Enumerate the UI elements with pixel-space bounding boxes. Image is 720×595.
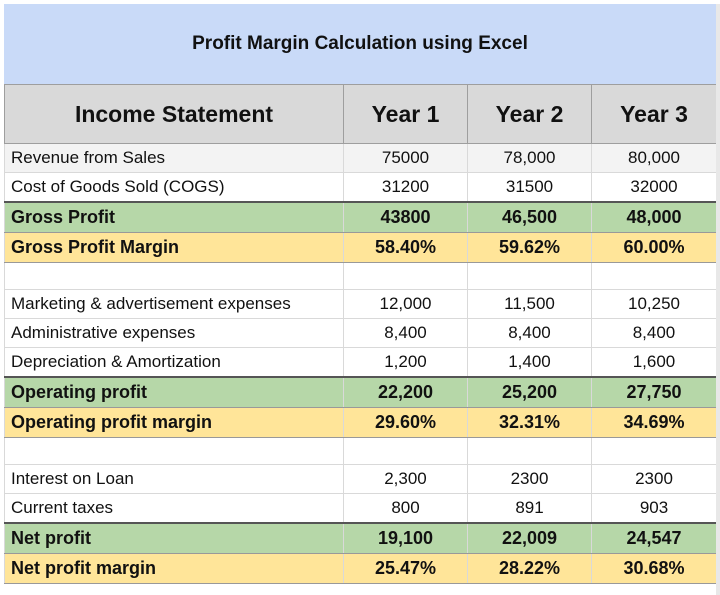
empty-cell[interactable] <box>467 262 592 290</box>
sheet-edge <box>716 4 720 595</box>
cell-year-3[interactable]: 10,250 <box>591 289 717 319</box>
cell-year-2[interactable]: 891 <box>467 493 592 524</box>
row-revenue: Revenue from Sales 75000 78,000 80,000 <box>4 143 717 173</box>
row-operating-profit: Operating profit 22,200 25,200 27,750 <box>4 376 717 408</box>
cell-year-2[interactable]: 11,500 <box>467 289 592 319</box>
spacer-row <box>4 262 717 290</box>
cell-year-1[interactable]: 2,300 <box>343 464 468 494</box>
row-gross-profit-margin: Gross Profit Margin 58.40% 59.62% 60.00% <box>4 232 717 263</box>
cell-label[interactable]: Cost of Goods Sold (COGS) <box>4 172 344 203</box>
empty-cell[interactable] <box>591 262 717 290</box>
row-marketing: Marketing & advertisement expenses 12,00… <box>4 289 717 319</box>
row-net-profit: Net profit 19,100 22,009 24,547 <box>4 522 717 554</box>
cell-label[interactable]: Net profit margin <box>4 553 344 584</box>
cell-year-1[interactable]: 22,200 <box>343 376 468 408</box>
cell-year-1[interactable]: 12,000 <box>343 289 468 319</box>
cell-year-1[interactable]: 19,100 <box>343 522 468 554</box>
income-statement-table: Income Statement Year 1 Year 2 Year 3 Re… <box>4 84 717 584</box>
cell-year-2[interactable]: 31500 <box>467 172 592 203</box>
cell-label[interactable]: Depreciation & Amortization <box>4 347 344 378</box>
cell-year-3[interactable]: 8,400 <box>591 318 717 348</box>
row-interest: Interest on Loan 2,300 2300 2300 <box>4 464 717 494</box>
cell-year-2[interactable]: 2300 <box>467 464 592 494</box>
header-year-3[interactable]: Year 3 <box>591 84 717 144</box>
cell-label[interactable]: Operating profit <box>4 376 344 408</box>
header-row: Income Statement Year 1 Year 2 Year 3 <box>4 84 717 144</box>
sheet-title[interactable]: Profit Margin Calculation using Excel <box>4 4 716 84</box>
cell-label[interactable]: Operating profit margin <box>4 407 344 438</box>
cell-year-1[interactable]: 29.60% <box>343 407 468 438</box>
cell-year-2[interactable]: 8,400 <box>467 318 592 348</box>
header-year-2[interactable]: Year 2 <box>467 84 592 144</box>
cell-year-3[interactable]: 32000 <box>591 172 717 203</box>
cell-year-2[interactable]: 22,009 <box>467 522 592 554</box>
cell-year-3[interactable]: 34.69% <box>591 407 717 438</box>
empty-cell[interactable] <box>467 437 592 465</box>
row-taxes: Current taxes 800 891 903 <box>4 493 717 524</box>
row-administrative: Administrative expenses 8,400 8,400 8,40… <box>4 318 717 348</box>
row-depreciation: Depreciation & Amortization 1,200 1,400 … <box>4 347 717 378</box>
row-gross-profit: Gross Profit 43800 46,500 48,000 <box>4 201 717 233</box>
header-year-1[interactable]: Year 1 <box>343 84 468 144</box>
spacer-row <box>4 437 717 465</box>
row-net-profit-margin: Net profit margin 25.47% 28.22% 30.68% <box>4 553 717 584</box>
cell-year-1[interactable]: 25.47% <box>343 553 468 584</box>
cell-label[interactable]: Marketing & advertisement expenses <box>4 289 344 319</box>
cell-year-1[interactable]: 800 <box>343 493 468 524</box>
cell-year-1[interactable]: 8,400 <box>343 318 468 348</box>
cell-label[interactable]: Revenue from Sales <box>4 143 344 173</box>
cell-year-1[interactable]: 43800 <box>343 201 468 233</box>
cell-year-3[interactable]: 80,000 <box>591 143 717 173</box>
empty-cell[interactable] <box>591 437 717 465</box>
cell-year-1[interactable]: 1,200 <box>343 347 468 378</box>
empty-cell[interactable] <box>4 262 344 290</box>
empty-cell[interactable] <box>343 262 468 290</box>
cell-year-2[interactable]: 78,000 <box>467 143 592 173</box>
empty-cell[interactable] <box>4 437 344 465</box>
cell-year-2[interactable]: 1,400 <box>467 347 592 378</box>
cell-year-1[interactable]: 31200 <box>343 172 468 203</box>
cell-label[interactable]: Net profit <box>4 522 344 554</box>
cell-label[interactable]: Gross Profit <box>4 201 344 233</box>
cell-year-3[interactable]: 903 <box>591 493 717 524</box>
cell-year-2[interactable]: 32.31% <box>467 407 592 438</box>
cell-year-1[interactable]: 75000 <box>343 143 468 173</box>
cell-year-3[interactable]: 2300 <box>591 464 717 494</box>
row-operating-profit-margin: Operating profit margin 29.60% 32.31% 34… <box>4 407 717 438</box>
cell-year-2[interactable]: 59.62% <box>467 232 592 263</box>
cell-year-3[interactable]: 1,600 <box>591 347 717 378</box>
empty-cell[interactable] <box>343 437 468 465</box>
cell-label[interactable]: Current taxes <box>4 493 344 524</box>
cell-year-2[interactable]: 25,200 <box>467 376 592 408</box>
cell-year-2[interactable]: 28.22% <box>467 553 592 584</box>
cell-year-2[interactable]: 46,500 <box>467 201 592 233</box>
cell-label[interactable]: Administrative expenses <box>4 318 344 348</box>
cell-label[interactable]: Gross Profit Margin <box>4 232 344 263</box>
cell-year-3[interactable]: 30.68% <box>591 553 717 584</box>
cell-year-3[interactable]: 48,000 <box>591 201 717 233</box>
row-cogs: Cost of Goods Sold (COGS) 31200 31500 32… <box>4 172 717 203</box>
cell-year-3[interactable]: 27,750 <box>591 376 717 408</box>
cell-label[interactable]: Interest on Loan <box>4 464 344 494</box>
cell-year-3[interactable]: 60.00% <box>591 232 717 263</box>
cell-year-1[interactable]: 58.40% <box>343 232 468 263</box>
cell-year-3[interactable]: 24,547 <box>591 522 717 554</box>
header-income-statement[interactable]: Income Statement <box>4 84 344 144</box>
